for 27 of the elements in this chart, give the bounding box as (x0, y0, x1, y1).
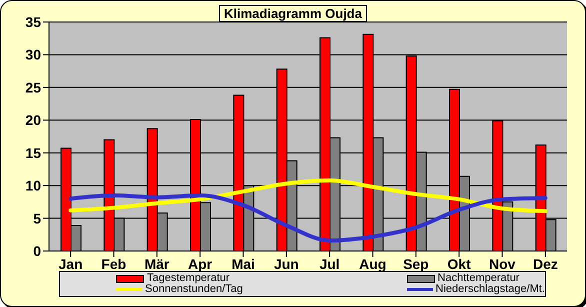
legend-label: Niederschlagstage/Mt. (436, 283, 545, 295)
x-tick-label: Okt (447, 256, 472, 272)
x-tick-label: Jun (274, 256, 299, 272)
y-tick-label: 25 (25, 79, 42, 96)
x-tick-label: Dez (532, 256, 558, 272)
y-tick-label: 5 (33, 210, 42, 226)
y-tick-label: 35 (25, 14, 42, 30)
x-tick-label: Feb (101, 256, 126, 272)
chart-title: Klimadiagramm Oujda (219, 5, 367, 22)
x-tick-label: Jan (58, 256, 83, 272)
legend-label: Tagestemperatur (147, 272, 230, 284)
y-tick-label: 30 (25, 46, 42, 63)
y-tick-label: 15 (25, 144, 42, 161)
x-tick-label: Mär (144, 256, 170, 272)
x-tick-label: Sep (403, 256, 429, 272)
x-tick-label: Jul (319, 256, 340, 272)
line-series (68, 193, 548, 243)
x-tick-label: Mai (232, 256, 255, 272)
x-tick-label: Aug (359, 256, 386, 272)
x-tick-label: Nov (489, 256, 516, 272)
y-tick-label: 10 (25, 178, 42, 194)
line-series (68, 178, 548, 214)
y-tick-label: 0 (33, 242, 42, 259)
y-tick-label: 20 (25, 112, 42, 128)
x-tick-label: Apr (188, 256, 213, 272)
legend-label: Sonnenstunden/Tag (145, 283, 243, 295)
legend-label: Nachttemperatur (438, 272, 520, 284)
